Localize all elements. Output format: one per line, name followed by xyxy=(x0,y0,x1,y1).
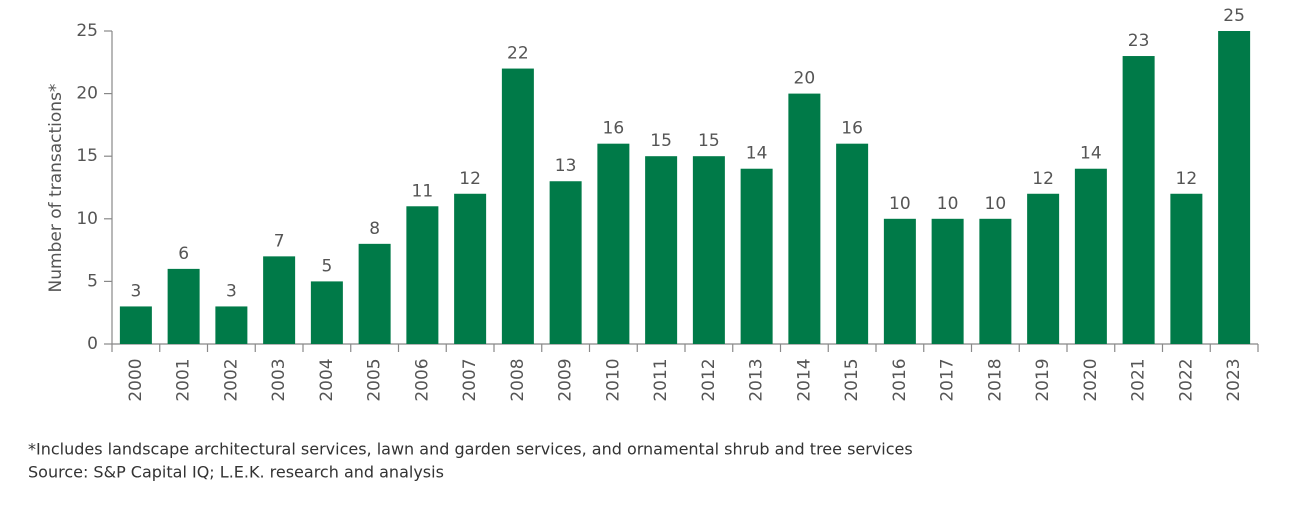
x-tick-label: 2013 xyxy=(747,358,767,401)
bar xyxy=(836,143,869,344)
x-tick-label: 2017 xyxy=(938,358,958,401)
x-tick-label: 2015 xyxy=(842,358,862,401)
x-tick-label: 2005 xyxy=(365,358,385,401)
data-label: 3 xyxy=(226,281,237,301)
data-label: 14 xyxy=(746,144,768,164)
x-tick-label: 2008 xyxy=(508,358,528,401)
x-tick-label: 2014 xyxy=(794,358,814,401)
data-label: 12 xyxy=(1032,169,1054,189)
x-tick-label: 2000 xyxy=(126,358,146,401)
x-tick-label: 2006 xyxy=(412,358,432,401)
data-label: 25 xyxy=(1223,6,1245,26)
data-label: 16 xyxy=(603,119,625,139)
x-tick-label: 2022 xyxy=(1176,358,1196,401)
data-label: 8 xyxy=(369,219,380,239)
data-label: 20 xyxy=(794,69,816,89)
data-label: 14 xyxy=(1080,144,1102,164)
x-tick-label: 2021 xyxy=(1129,358,1149,401)
y-tick-label: 15 xyxy=(76,146,98,166)
x-tick-label: 2001 xyxy=(174,358,194,401)
bar xyxy=(358,243,391,344)
x-tick-label: 2019 xyxy=(1033,358,1053,401)
data-label: 7 xyxy=(274,231,285,251)
data-label: 10 xyxy=(889,194,911,214)
data-label: 16 xyxy=(841,119,863,139)
y-tick-label: 20 xyxy=(76,84,98,104)
bar xyxy=(931,218,964,344)
data-label: 12 xyxy=(1176,169,1198,189)
bar xyxy=(215,306,248,344)
data-label: 10 xyxy=(937,194,959,214)
x-tick-label: 2009 xyxy=(556,358,576,401)
bar xyxy=(454,193,487,344)
x-tick-label: 2002 xyxy=(221,358,241,401)
x-tick-label: 2016 xyxy=(890,358,910,401)
x-tick-label: 2012 xyxy=(699,358,719,401)
x-tick-label: 2010 xyxy=(603,358,623,401)
y-tick-label: 0 xyxy=(87,334,98,354)
y-tick-label: 5 xyxy=(87,271,98,291)
bar xyxy=(597,143,630,344)
x-tick-label: 2023 xyxy=(1224,358,1244,401)
bar xyxy=(979,218,1012,344)
x-tick-label: 2020 xyxy=(1081,358,1101,401)
footnote: *Includes landscape architectural servic… xyxy=(28,440,913,459)
bar xyxy=(406,206,439,344)
bar xyxy=(1074,168,1107,344)
x-tick-label: 2003 xyxy=(269,358,289,401)
bar xyxy=(740,168,773,344)
data-label: 6 xyxy=(178,244,189,264)
y-axis-title: Number of transactions* xyxy=(46,84,66,293)
data-label: 13 xyxy=(555,156,577,176)
bar xyxy=(788,93,821,344)
data-label: 15 xyxy=(650,131,672,151)
data-label: 15 xyxy=(698,131,720,151)
data-label: 10 xyxy=(985,194,1007,214)
bar xyxy=(263,256,296,344)
x-tick-label: 2004 xyxy=(317,358,337,401)
bar xyxy=(501,68,534,344)
bar xyxy=(167,268,200,344)
data-label: 5 xyxy=(321,256,332,276)
y-tick-label: 10 xyxy=(76,209,98,229)
bar xyxy=(549,181,582,344)
bar xyxy=(310,281,343,344)
data-label: 12 xyxy=(459,169,481,189)
bar xyxy=(1218,31,1251,344)
bar xyxy=(1122,56,1155,344)
bar xyxy=(119,306,152,344)
bar xyxy=(645,156,678,344)
data-label: 23 xyxy=(1128,31,1150,51)
data-label: 3 xyxy=(130,281,141,301)
data-label: 22 xyxy=(507,44,529,64)
y-tick-label: 25 xyxy=(76,21,98,41)
source: Source: S&P Capital IQ; L.E.K. research … xyxy=(28,463,444,482)
bar xyxy=(1027,193,1060,344)
x-tick-label: 2018 xyxy=(985,358,1005,401)
bar xyxy=(1170,193,1203,344)
x-tick-label: 2007 xyxy=(460,358,480,401)
x-tick-label: 2011 xyxy=(651,358,671,401)
bar xyxy=(692,156,725,344)
bar xyxy=(883,218,916,344)
data-label: 11 xyxy=(412,181,434,201)
